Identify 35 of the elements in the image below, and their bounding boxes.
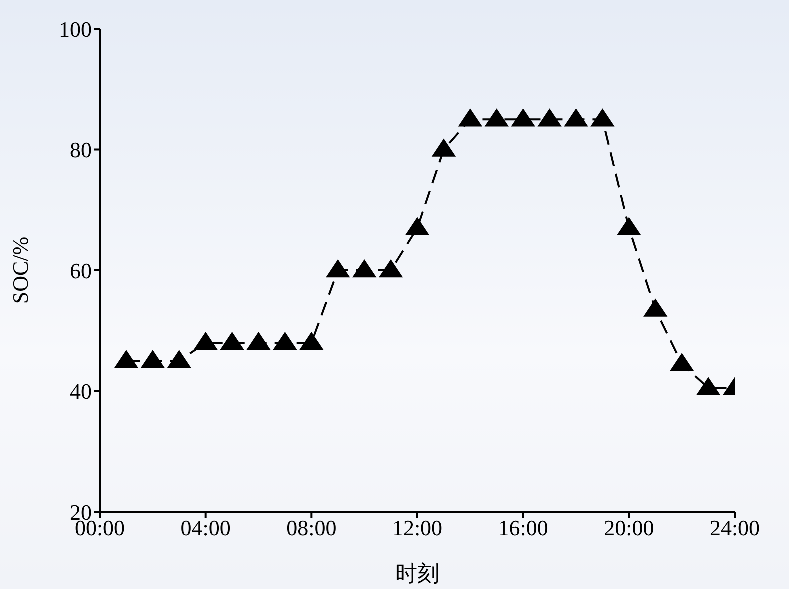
y-axis-title: SOC/% <box>8 236 33 304</box>
point <box>273 332 298 350</box>
point <box>140 350 166 368</box>
x-tick-label: 08:00 <box>286 516 337 541</box>
point <box>432 138 456 157</box>
point <box>617 217 642 236</box>
x-tick-label: 12:00 <box>392 516 443 541</box>
point <box>511 108 536 127</box>
y-tick-label: 40 <box>70 379 92 404</box>
point <box>220 332 244 350</box>
y-tick-label: 80 <box>70 138 92 163</box>
x-tick-label: 24:00 <box>710 516 760 541</box>
point <box>246 332 271 350</box>
point <box>458 108 483 127</box>
y-tick-label: 60 <box>70 258 92 284</box>
point <box>378 260 404 278</box>
point <box>326 260 350 278</box>
point <box>670 353 694 372</box>
x-axis-title: 时刻 <box>396 561 440 586</box>
point <box>352 260 377 278</box>
point <box>484 108 509 127</box>
point <box>564 108 588 127</box>
y-tick-label: 100 <box>59 16 92 42</box>
point <box>114 350 139 368</box>
point <box>167 350 192 368</box>
point <box>538 108 562 127</box>
point <box>405 217 430 236</box>
point <box>194 332 218 350</box>
x-tick-label: 20:00 <box>604 516 654 541</box>
x-tick-label: 16:00 <box>498 516 548 541</box>
point <box>590 108 615 127</box>
x-tick-label: 04:00 <box>180 516 231 541</box>
point <box>696 377 721 396</box>
point <box>300 332 324 350</box>
point <box>644 298 668 317</box>
